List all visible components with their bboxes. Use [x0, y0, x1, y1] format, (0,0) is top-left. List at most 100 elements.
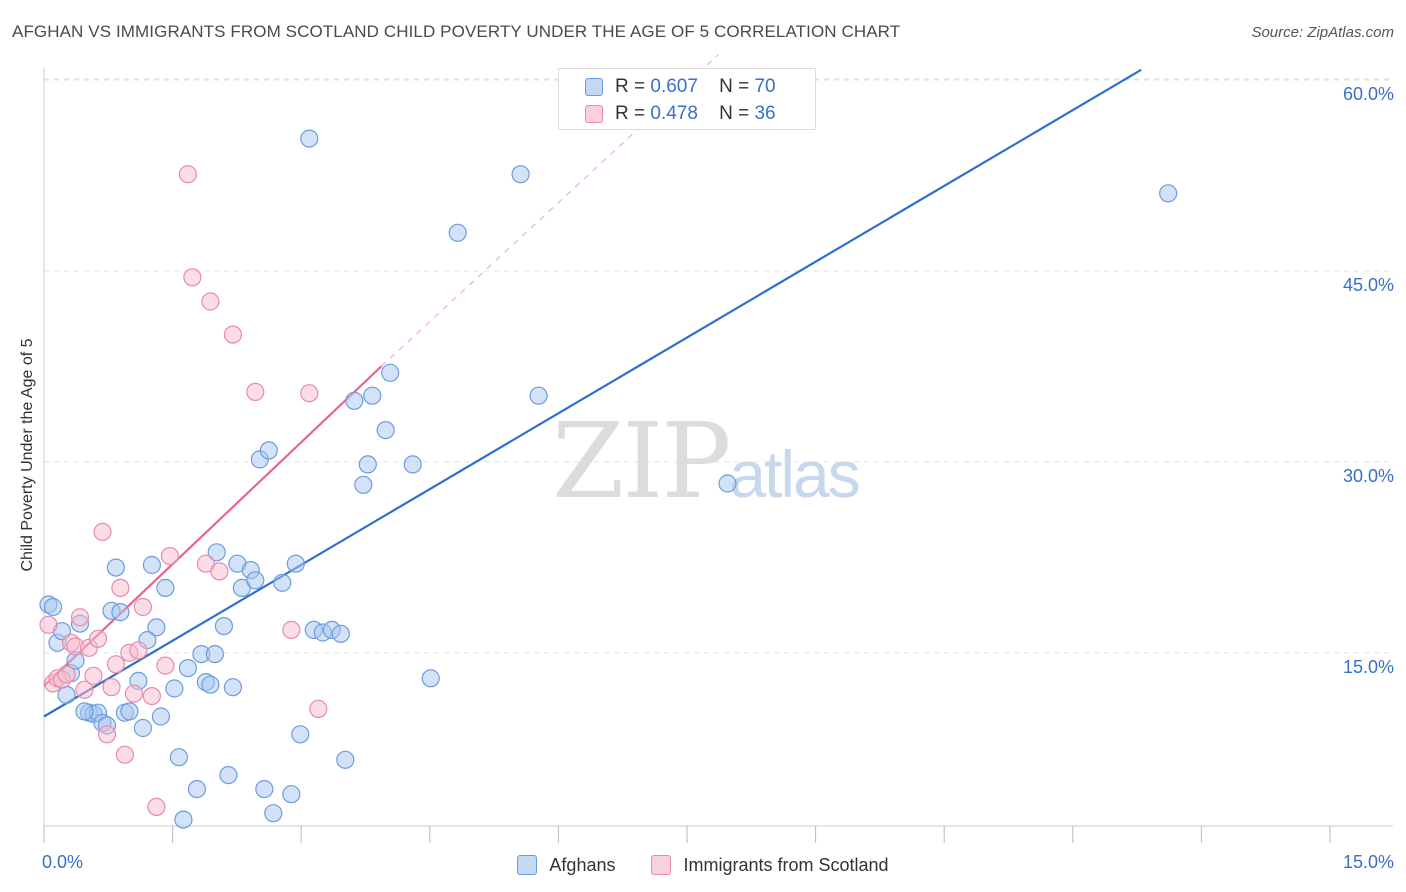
- watermark-zip: ZIP: [552, 400, 731, 522]
- scotland-point: [111, 578, 130, 598]
- series-legend: Afghans Immigrants from Scotland: [0, 852, 1406, 878]
- afghans-point: [358, 455, 377, 474]
- r-label: R =: [615, 76, 646, 97]
- afghans-point: [336, 750, 355, 769]
- n-value: 36: [754, 103, 776, 124]
- scotland-point: [210, 562, 229, 581]
- source-credit: Source: ZipAtlas.com: [1251, 24, 1394, 41]
- r-value: 0.478: [650, 103, 698, 124]
- scotland-point: [124, 684, 143, 703]
- scotland-point: [300, 384, 319, 403]
- scotland-point: [223, 325, 242, 344]
- watermark: ZIPatlas: [552, 400, 861, 522]
- scotland-point: [39, 615, 58, 634]
- x-tick-label: 15.0%: [1342, 852, 1394, 872]
- afghans-point: [106, 558, 126, 577]
- scotland-swatch: [651, 855, 672, 875]
- r-label: R =: [615, 103, 646, 124]
- y-tick-label: 30.0%: [1342, 465, 1394, 486]
- legend-item-scotland: Immigrants from Scotland: [651, 854, 889, 876]
- r-value: 0.607: [650, 76, 698, 97]
- afghans-trend-line: [43, 68, 1142, 718]
- afghans-point: [403, 455, 422, 474]
- afghans-point: [187, 779, 206, 799]
- data-points: [39, 129, 1178, 829]
- legend-label-scotland: Immigrants from Scotland: [683, 854, 889, 875]
- axes: [43, 68, 1393, 843]
- afghans-point: [363, 386, 382, 405]
- scotland-point: [246, 382, 265, 401]
- afghans-point: [264, 804, 283, 823]
- afghans-point: [255, 779, 274, 799]
- afghans-point: [331, 624, 350, 643]
- afghans-point: [381, 363, 400, 382]
- afghans-point: [286, 554, 305, 573]
- scotland-point: [97, 725, 117, 744]
- scotland-point: [160, 546, 179, 566]
- afghans-point: [223, 678, 242, 697]
- y-tick-label: 15.0%: [1342, 656, 1394, 677]
- y-tick-label: 45.0%: [1342, 274, 1394, 295]
- scotland-point: [84, 666, 103, 685]
- afghans-swatch: [585, 78, 603, 96]
- scotland-point: [156, 656, 175, 675]
- legend-item-afghans: Afghans: [517, 855, 615, 876]
- n-value: 70: [754, 76, 776, 97]
- afghans-point: [246, 571, 265, 590]
- afghans-point: [75, 702, 94, 721]
- afghans-point: [169, 748, 188, 767]
- afghans-point: [178, 658, 197, 678]
- afghans-point: [1159, 184, 1178, 203]
- afghans-point: [718, 474, 737, 493]
- afghans-point: [207, 543, 226, 562]
- x-tick-label: 0.0%: [42, 852, 84, 872]
- scotland-point: [129, 641, 148, 660]
- scotland-point: [115, 745, 135, 764]
- afghans-point: [156, 578, 175, 598]
- legend-row-scotland: R = 0.478 N = 36: [585, 102, 776, 126]
- n-label: N =: [719, 76, 750, 97]
- afghans-point: [201, 675, 220, 694]
- scotland-point: [57, 665, 76, 684]
- scotland-point: [183, 268, 202, 287]
- scotland-point: [309, 699, 328, 719]
- scotland-point: [196, 554, 215, 573]
- legend-row-afghans: R = 0.607 N = 70: [585, 75, 776, 99]
- afghans-point: [142, 555, 161, 575]
- scotland-point: [142, 686, 161, 706]
- afghans-point: [529, 386, 548, 405]
- afghans-point: [120, 702, 139, 721]
- afghans-point: [214, 616, 233, 636]
- scotland-point: [201, 292, 220, 311]
- scotland-point: [106, 655, 126, 674]
- afghans-point: [111, 602, 130, 622]
- afghans-point: [57, 685, 76, 705]
- afghans-point: [300, 129, 319, 148]
- afghans-point: [43, 597, 63, 617]
- afghans-point: [133, 718, 152, 738]
- scotland-point: [75, 680, 94, 699]
- chart-title: AFGHAN VS IMMIGRANTS FROM SCOTLAND CHILD…: [12, 22, 901, 41]
- scotland-point: [88, 629, 108, 648]
- afghans-point: [174, 810, 193, 829]
- afghans-point: [345, 391, 364, 410]
- correlation-legend: R = 0.607 N = 70 R = 0.478 N = 36: [558, 68, 816, 130]
- scotland-point: [147, 797, 166, 817]
- afghans-point: [147, 618, 166, 637]
- afghans-point: [421, 669, 440, 688]
- afghans-point: [219, 765, 238, 785]
- scotland-point: [133, 597, 152, 617]
- scotland-point: [282, 620, 301, 640]
- afghans-point: [448, 223, 467, 242]
- afghans-point: [151, 707, 170, 726]
- afghans-point: [376, 421, 395, 440]
- afghans-point: [291, 725, 310, 744]
- y-tick-label: 60.0%: [1342, 84, 1394, 104]
- scotland-point: [102, 678, 121, 697]
- scotland-point: [178, 165, 197, 184]
- afghans-point: [205, 644, 224, 664]
- n-label: N =: [719, 103, 750, 124]
- afghans-swatch: [517, 855, 538, 875]
- scotland-point: [93, 522, 112, 542]
